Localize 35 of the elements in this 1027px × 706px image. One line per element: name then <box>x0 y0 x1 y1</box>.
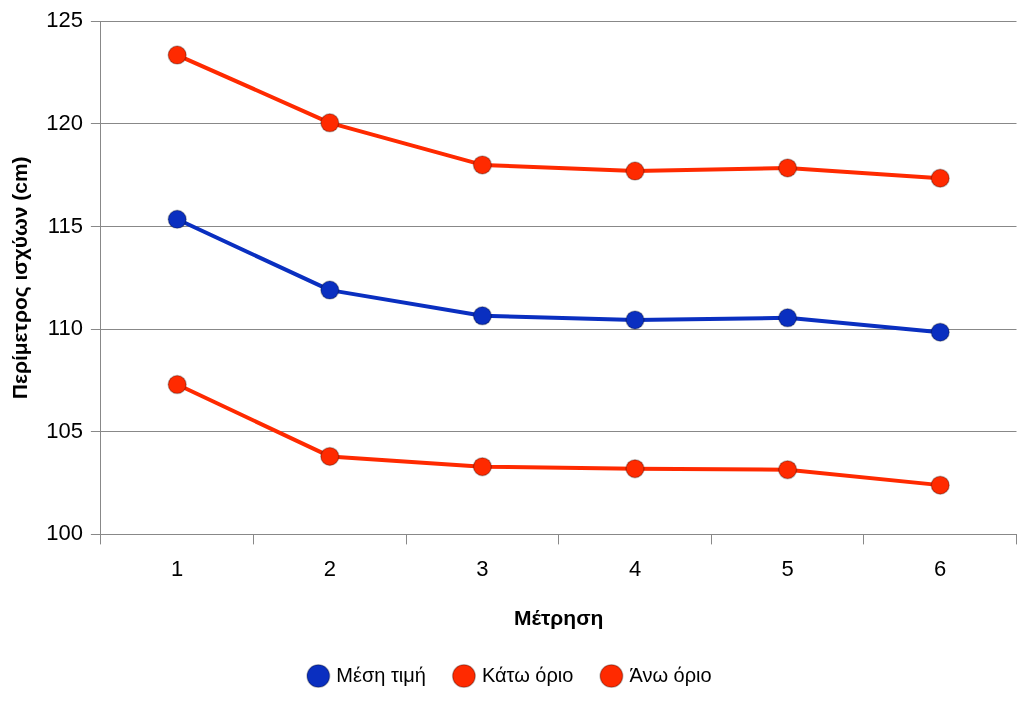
x-tick-label: 5 <box>781 555 794 581</box>
legend-label: Μέση τιμή <box>336 663 426 686</box>
point <box>472 456 493 477</box>
point <box>625 161 645 181</box>
point <box>320 446 340 467</box>
y-tick-label: 110 <box>47 315 83 341</box>
point <box>625 310 645 330</box>
x-tick-label: 1 <box>171 555 184 581</box>
y-tick-label: 100 <box>46 520 83 546</box>
y-tick-label: 120 <box>46 109 83 135</box>
point <box>167 45 187 65</box>
y-tick-label: 115 <box>47 212 83 238</box>
x-tick-label: 4 <box>628 555 642 581</box>
point <box>777 158 798 178</box>
point <box>777 459 798 480</box>
point <box>167 209 187 230</box>
point <box>930 322 950 342</box>
x-tick-label: 3 <box>476 555 489 581</box>
legend-label: Κάτω όριο <box>481 663 574 686</box>
point <box>472 306 493 326</box>
y-axis-title: Περίμετρος ισχύων (cm) <box>8 156 33 400</box>
point <box>930 475 950 495</box>
x-axis-title: Μέτρηση <box>514 606 604 630</box>
y-tick-label: 105 <box>46 417 83 443</box>
point <box>625 458 645 479</box>
x-tick-label: 6 <box>934 555 947 581</box>
point <box>930 168 950 188</box>
point <box>472 155 493 175</box>
y-tick-label: 125 <box>46 7 83 33</box>
legend-label: Άνω όριο <box>629 663 712 686</box>
point <box>167 374 187 395</box>
point <box>320 113 340 133</box>
point <box>777 308 798 328</box>
point <box>320 280 340 300</box>
x-tick-label: 2 <box>323 555 336 581</box>
